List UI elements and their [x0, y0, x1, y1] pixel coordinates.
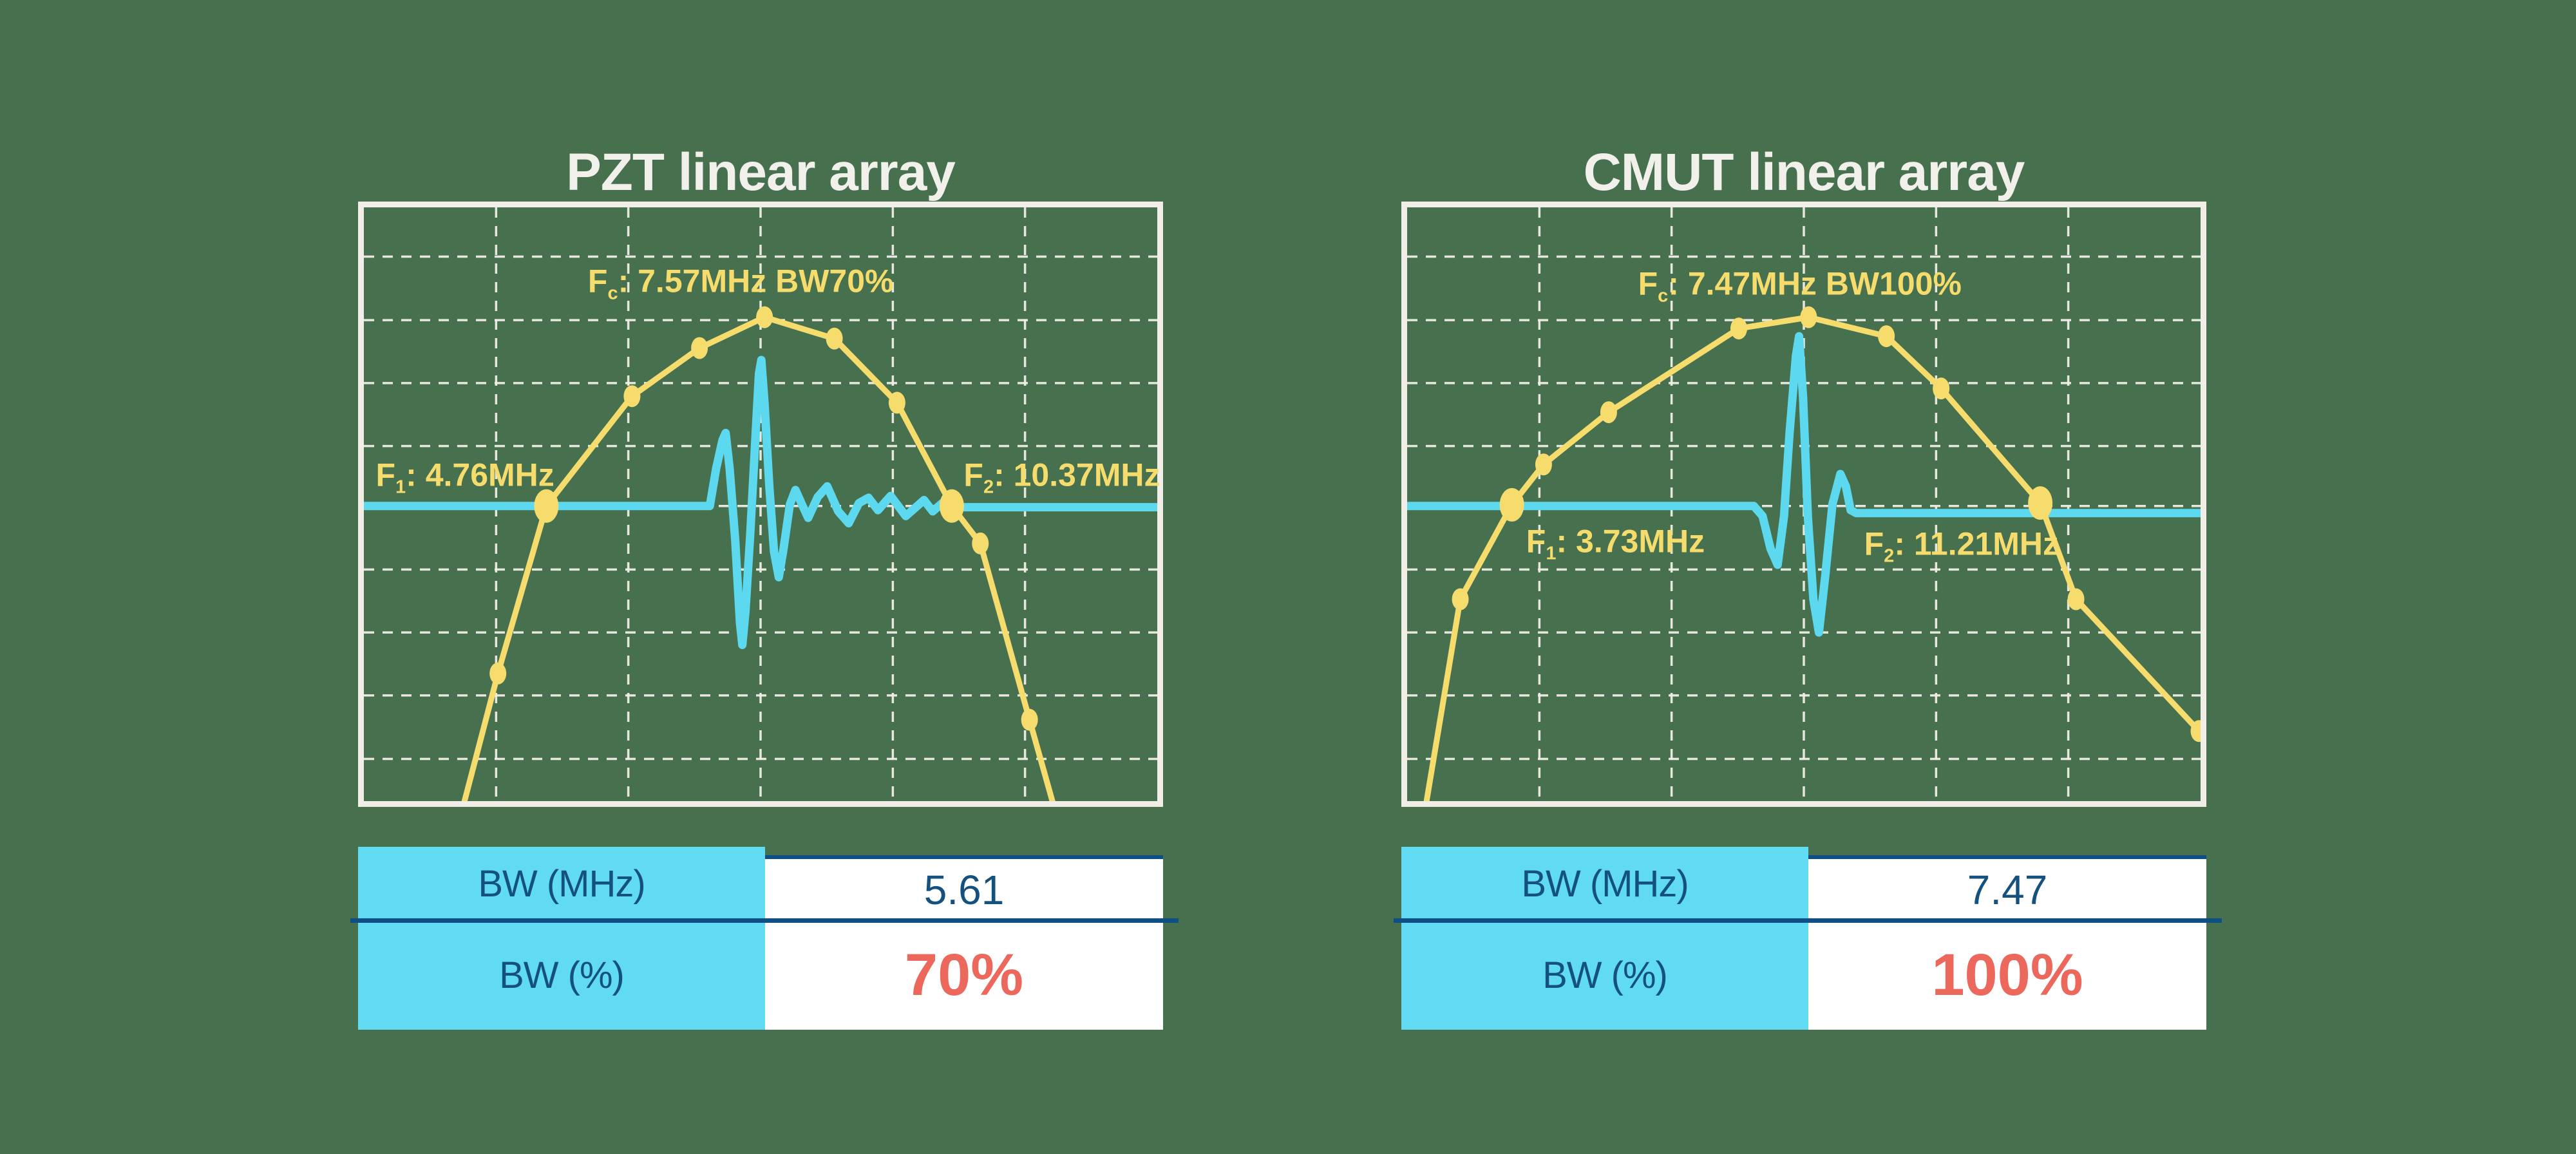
panel-pzt: PZT linear array Fc: 7.57MHz BW70% F1: 4…	[350, 0, 1179, 1154]
bw-table-cmut: BW (MHz) BW (%) 7.47 100%	[1401, 847, 2206, 1030]
fc-value: : 7.47MHz BW100%	[1668, 265, 1962, 302]
spectrum-plot-pzt	[364, 207, 1157, 801]
f1-annotation-cmut: F1: 3.73MHz	[1526, 522, 1705, 564]
bw-mhz-label: BW (MHz)	[1401, 847, 1808, 921]
bw-mhz-value: 7.47	[1808, 859, 2206, 921]
f2-annotation-pzt: F2: 10.37MHz	[963, 456, 1160, 498]
f1-symbol: F	[1526, 523, 1546, 560]
f1-subscript: 1	[1546, 543, 1557, 564]
table-divider-pzt	[350, 918, 1179, 923]
fc-annotation-cmut: Fc: 7.47MHz BW100%	[1638, 265, 1962, 307]
fc-subscript: c	[607, 283, 618, 304]
bw-pct-value: 70%	[765, 921, 1163, 1030]
f2-symbol: F	[963, 457, 983, 493]
page-title-pzt: PZT linear array	[566, 142, 956, 202]
panel-cmut: CMUT linear array Fc: 7.47MHz BW100% F1:…	[1394, 0, 2222, 1154]
bw-pct-value: 100%	[1808, 921, 2206, 1030]
chart-cmut: Fc: 7.47MHz BW100% F1: 3.73MHz F2: 11.21…	[1401, 202, 2206, 807]
f2-subscript: 2	[983, 477, 994, 498]
fc-value: : 7.57MHz BW70%	[618, 263, 894, 299]
f1-symbol: F	[375, 457, 396, 493]
spectrum-plot-cmut	[1407, 207, 2201, 801]
page-title-cmut: CMUT linear array	[1583, 142, 2025, 202]
f2-annotation-cmut: F2: 11.21MHz	[1864, 525, 2059, 567]
bw-mhz-label: BW (MHz)	[358, 847, 765, 921]
f1-value: : 3.73MHz	[1556, 523, 1705, 560]
bw-table-label-column-cmut: BW (MHz) BW (%)	[1401, 847, 1808, 1030]
bw-table-value-column-pzt: 5.61 70%	[765, 855, 1163, 1030]
fc-symbol: F	[1638, 265, 1658, 302]
f1-value: : 4.76MHz	[406, 457, 554, 493]
fc-symbol: F	[587, 263, 608, 299]
bw-mhz-value: 5.61	[765, 859, 1163, 921]
f1-subscript: 1	[395, 477, 406, 498]
f1-annotation-pzt: F1: 4.76MHz	[375, 456, 554, 498]
bw-pct-label: BW (%)	[1401, 921, 1808, 1030]
chart-pzt: Fc: 7.57MHz BW70% F1: 4.76MHz F2: 10.37M…	[358, 202, 1163, 807]
f2-symbol: F	[1864, 525, 1884, 562]
f2-value: : 10.37MHz	[994, 457, 1160, 493]
fc-subscript: c	[1658, 285, 1669, 307]
fc-annotation-pzt: Fc: 7.57MHz BW70%	[588, 263, 894, 305]
f2-subscript: 2	[1884, 545, 1895, 567]
bw-table-pzt: BW (MHz) BW (%) 5.61 70%	[358, 847, 1163, 1030]
f2-value: : 11.21MHz	[1894, 525, 2059, 562]
bw-table-label-column-pzt: BW (MHz) BW (%)	[358, 847, 765, 1030]
bw-pct-label: BW (%)	[358, 921, 765, 1030]
table-divider-cmut	[1394, 918, 2222, 923]
bw-table-value-column-cmut: 7.47 100%	[1808, 855, 2206, 1030]
